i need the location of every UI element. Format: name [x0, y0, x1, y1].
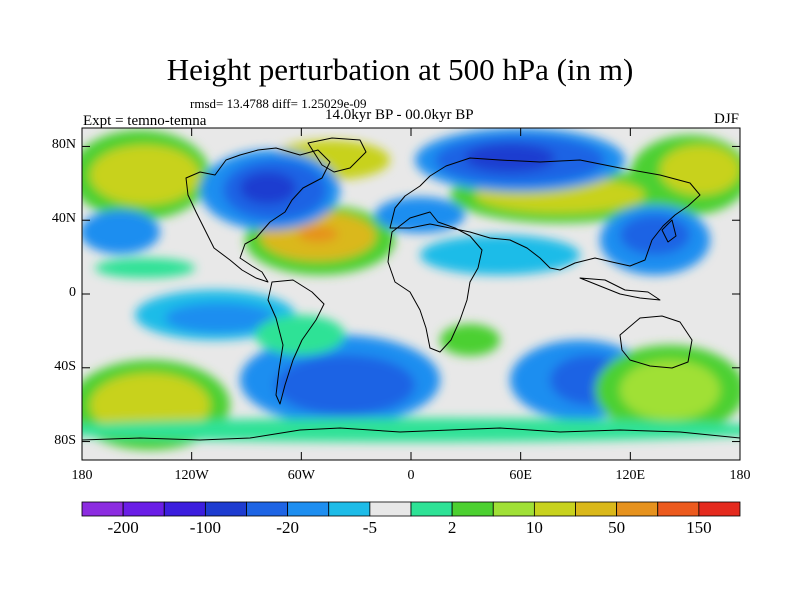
- colorbar-label: -5: [362, 518, 377, 537]
- colorbar-box: [81, 501, 124, 517]
- colorbar-label: 2: [447, 518, 457, 537]
- blob-india-neg: [420, 235, 580, 275]
- coast-south-america: [267, 279, 325, 405]
- colorbar-box: [246, 501, 289, 517]
- coast-japan: [661, 219, 677, 243]
- colorbar-box: [492, 501, 535, 517]
- colorbar: [81, 501, 741, 517]
- colorbar-label: 10: [525, 518, 543, 537]
- colorbar-box: [575, 501, 618, 517]
- coast-africa: [387, 211, 483, 353]
- coastlines: [82, 137, 740, 441]
- colorbar-label: -20: [276, 518, 299, 537]
- blob-trop-pos: [95, 258, 195, 278]
- coast-australia: [619, 315, 693, 369]
- colorbar-label: -100: [189, 518, 221, 537]
- colorbar-label: -200: [107, 518, 139, 537]
- lat-label: 0: [69, 285, 76, 300]
- season-label: DJF: [714, 111, 740, 127]
- colorbar-box: [369, 501, 412, 517]
- blob-atlantic-pos-peak: [298, 226, 338, 242]
- lat-label: 80N: [51, 137, 76, 153]
- blob-asia-neg-core: [620, 215, 690, 255]
- lon-label: 180: [729, 468, 751, 483]
- colorbar-label: 150: [686, 518, 712, 537]
- blob-np-pacific-core: [90, 145, 200, 205]
- lon-label: 180: [71, 468, 93, 483]
- blob-antarctic-pos: [82, 418, 740, 442]
- experiment-label: Expt = temno-temna: [83, 113, 207, 129]
- blob-saf-pos: [440, 324, 500, 356]
- colorbar-box: [698, 501, 741, 517]
- lat-label: 80S: [54, 432, 76, 448]
- height-field: [82, 128, 740, 460]
- blob-na-neg-peak: [240, 172, 296, 204]
- blob-sam-pos: [255, 315, 345, 355]
- blob-pacific-neg: [82, 210, 160, 254]
- stats-text: rmsd= 13.4788 diff= 1.25029e-09: [190, 96, 367, 111]
- lon-label: 0: [407, 468, 415, 483]
- blob-satl-neg-core: [275, 355, 415, 415]
- blob-saus-pos-core: [620, 360, 720, 420]
- lon-label: 60E: [509, 468, 532, 483]
- blob-ne-pacific-core: [660, 145, 740, 195]
- blob-sp-neg-core: [165, 303, 275, 333]
- axis-ticks: [81, 128, 741, 460]
- field-blobs: [82, 128, 740, 450]
- colorbar-box: [287, 501, 330, 517]
- lon-label: 60W: [287, 468, 315, 483]
- blob-arctic-neg-peak: [465, 144, 555, 172]
- lon-label: 120W: [174, 468, 209, 483]
- coast-north-america: [185, 147, 331, 283]
- colorbar-box: [451, 501, 494, 517]
- colorbar-box: [328, 501, 371, 517]
- colorbar-label: 50: [608, 518, 626, 537]
- coast-eurasia: [389, 157, 701, 271]
- coast-greenland: [307, 137, 367, 173]
- colorbar-box: [616, 501, 659, 517]
- lon-label: 120E: [615, 468, 646, 483]
- plot-title: Height perturbation at 500 hPa (in m): [166, 52, 634, 87]
- colorbar-box: [163, 501, 206, 517]
- colorbar-box: [410, 501, 453, 517]
- colorbar-box: [533, 501, 576, 517]
- coast-indonesia: [579, 277, 661, 301]
- period-text: 14.0kyr BP - 00.0kyr BP: [325, 107, 474, 123]
- lat-label: 40S: [54, 358, 76, 374]
- colorbar-box: [204, 501, 247, 517]
- coast-antarctica: [82, 427, 740, 441]
- colorbar-box: [657, 501, 700, 517]
- colorbar-box: [122, 501, 165, 517]
- lat-label: 40N: [51, 211, 76, 227]
